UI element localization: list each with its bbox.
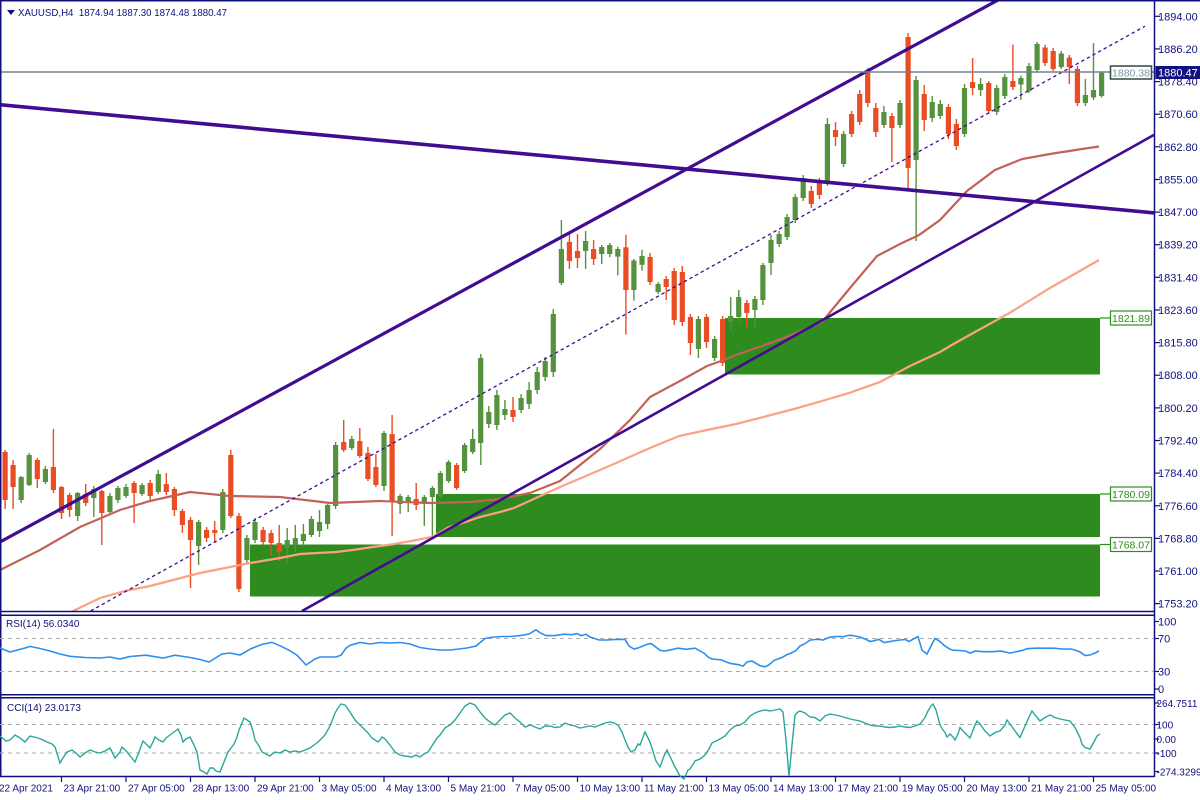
svg-text:22 Apr 2021: 22 Apr 2021 [0,784,53,795]
svg-text:1808.00: 1808.00 [1158,370,1198,382]
svg-text:100: 100 [1157,721,1174,732]
svg-text:-274.3299: -274.3299 [1157,768,1200,779]
svg-text:1768.80: 1768.80 [1158,533,1198,545]
svg-text:30: 30 [1158,667,1170,679]
svg-text:70: 70 [1158,634,1170,646]
svg-text:29 Apr 21:00: 29 Apr 21:00 [257,784,314,795]
svg-text:100: 100 [1158,617,1176,629]
svg-text:0: 0 [1158,684,1164,696]
svg-text:1792.40: 1792.40 [1158,436,1198,448]
svg-text:1847.00: 1847.00 [1158,207,1198,219]
svg-text:1880.47: 1880.47 [1158,68,1198,80]
svg-text:1886.20: 1886.20 [1158,44,1198,56]
svg-text:1855.00: 1855.00 [1158,175,1198,187]
svg-text:1780.09: 1780.09 [1112,489,1150,501]
svg-text:1839.20: 1839.20 [1158,240,1198,252]
svg-text:19 May 05:00: 19 May 05:00 [902,784,963,795]
svg-text:5 May 21:00: 5 May 21:00 [451,784,506,795]
svg-text:23 Apr 21:00: 23 Apr 21:00 [64,784,121,795]
svg-text:1823.60: 1823.60 [1158,305,1198,317]
svg-text:-100: -100 [1157,749,1177,760]
svg-text:1776.60: 1776.60 [1158,501,1198,513]
svg-text:3 May 05:00: 3 May 05:00 [322,784,377,795]
svg-text:17 May 21:00: 17 May 21:00 [838,784,899,795]
svg-text:14 May 13:00: 14 May 13:00 [773,784,834,795]
svg-text:1761.00: 1761.00 [1158,566,1198,578]
svg-text:28 Apr 13:00: 28 Apr 13:00 [193,784,250,795]
svg-text:1800.20: 1800.20 [1158,403,1198,415]
svg-text:RSI(14) 56.0340: RSI(14) 56.0340 [6,619,80,630]
svg-text:1862.80: 1862.80 [1158,142,1198,154]
svg-text:XAUUSD,H4 1874.94 1887.30 187: XAUUSD,H4 1874.94 1887.30 1874.48 1880.4… [18,8,227,19]
svg-text:1880.38: 1880.38 [1112,68,1150,80]
svg-text:CCI(14) 23.0173: CCI(14) 23.0173 [7,703,81,714]
svg-text:4 May 13:00: 4 May 13:00 [386,784,441,795]
svg-text:1831.40: 1831.40 [1158,272,1198,284]
svg-text:1753.20: 1753.20 [1158,599,1198,611]
svg-text:25 May 05:00: 25 May 05:00 [1096,784,1157,795]
svg-text:1768.07: 1768.07 [1112,540,1150,552]
svg-text:1815.80: 1815.80 [1158,338,1198,350]
svg-text:1784.40: 1784.40 [1158,468,1198,480]
svg-text:1878.40: 1878.40 [1158,77,1198,89]
svg-text:7 May 05:00: 7 May 05:00 [515,784,570,795]
svg-text:27 Apr 05:00: 27 Apr 05:00 [128,784,185,795]
svg-text:13 May 05:00: 13 May 05:00 [709,784,770,795]
svg-text:10 May 13:00: 10 May 13:00 [580,784,641,795]
svg-text:1821.89: 1821.89 [1112,313,1150,325]
svg-text:11 May 21:00: 11 May 21:00 [644,784,704,795]
svg-text:264.7511: 264.7511 [1157,699,1198,710]
svg-text:1894.00: 1894.00 [1158,11,1198,23]
svg-text:21 May 21:00: 21 May 21:00 [1031,784,1092,795]
svg-text:0.00: 0.00 [1157,735,1177,746]
svg-text:20 May 13:00: 20 May 13:00 [967,784,1028,795]
svg-text:1870.60: 1870.60 [1158,109,1198,121]
